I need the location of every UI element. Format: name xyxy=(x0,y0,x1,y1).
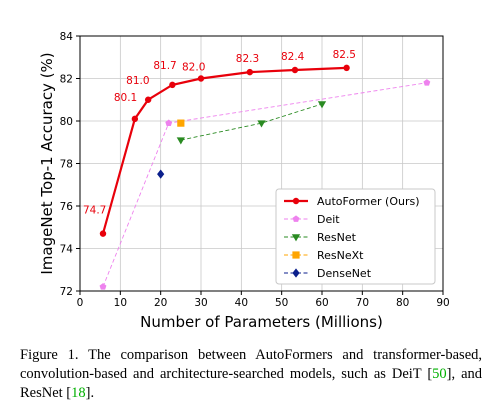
deit-point xyxy=(165,119,173,127)
legend-deit-label: Deit xyxy=(317,213,340,226)
legend-autoformer-ours-label: AutoFormer (Ours) xyxy=(317,195,420,208)
caption-text-2: ], and ResNet [ xyxy=(20,366,483,401)
data-label: 80.1 xyxy=(114,92,137,104)
legend-deit-marker xyxy=(292,215,300,222)
legend-resnet-label: ResNet xyxy=(317,231,357,244)
deit-point xyxy=(423,79,431,86)
data-label: 81.7 xyxy=(153,60,176,72)
x-tick-label: 0 xyxy=(77,297,84,309)
data-label: 82.0 xyxy=(182,62,205,74)
autoformer-ours-point xyxy=(343,64,350,72)
autoformer-ours-line xyxy=(101,66,347,234)
caption-ref-deit[interactable]: 50 xyxy=(432,366,447,382)
data-label: 74.7 xyxy=(83,205,106,217)
y-tick-label: 80 xyxy=(60,116,73,128)
y-tick-label: 78 xyxy=(60,159,73,171)
autoformer-ours-point xyxy=(246,68,254,76)
autoformer-ours-point xyxy=(99,230,107,237)
x-tick-label: 50 xyxy=(275,297,288,309)
autoformer-ours-point xyxy=(291,66,299,74)
deit-point xyxy=(99,283,107,290)
y-tick-label: 72 xyxy=(60,286,73,298)
data-label: 82.3 xyxy=(236,53,259,65)
caption-text-1: Figure 1. The comparison between AutoFor… xyxy=(20,347,482,382)
y-tick-label: 74 xyxy=(60,244,74,256)
x-tick-label: 60 xyxy=(315,297,328,309)
autoformer-ours-point xyxy=(131,115,139,123)
x-tick-label: 90 xyxy=(436,297,449,309)
legend-densenet-marker xyxy=(292,268,300,278)
series-markers xyxy=(99,64,431,290)
legend-resnet-marker xyxy=(291,234,301,242)
autoformer-ours-point xyxy=(169,81,176,89)
resnet-point xyxy=(317,101,327,109)
accuracy-vs-params-chart: 74.7 80.1 81.0 81.7 82.0 82.3 82.4 82.5 0 10 20 30… xyxy=(38,31,450,331)
x-tick-label: 70 xyxy=(356,297,369,309)
data-label: 81.0 xyxy=(126,75,149,87)
axis-ticks: 0 10 20 30 40 50 60 70 80 90 72 74 76 78 80 82 84 xyxy=(60,31,450,309)
x-axis-label: Number of Parameters (Millions) xyxy=(140,313,383,331)
legend-densenet-label: DenseNet xyxy=(317,267,372,280)
y-tick-label: 84 xyxy=(60,31,74,43)
x-tick-label: 10 xyxy=(114,297,127,309)
legend: AutoFormer (Ours) Deit ResNet ResNeXt DenseN… xyxy=(275,188,436,285)
data-label: 82.5 xyxy=(333,49,356,61)
data-label: 82.4 xyxy=(281,51,305,63)
x-tick-label: 40 xyxy=(235,297,248,309)
data-labels: 74.7 80.1 81.0 81.7 82.0 82.3 82.4 82.5 xyxy=(83,49,356,217)
legend-resnext-marker xyxy=(292,251,300,259)
caption-ref-resnet[interactable]: 18 xyxy=(71,385,86,401)
y-tick-label: 76 xyxy=(60,201,74,213)
y-tick-label: 82 xyxy=(60,74,73,86)
autoformer-ours-point xyxy=(144,96,152,103)
densenet-point xyxy=(157,169,165,179)
x-tick-label: 30 xyxy=(194,297,207,309)
resnet-line xyxy=(180,103,323,141)
resnet-point xyxy=(176,137,185,145)
x-tick-label: 20 xyxy=(154,297,167,309)
resnext-point xyxy=(177,119,185,127)
legend-box xyxy=(275,188,436,285)
autoformer-ours-point xyxy=(197,75,205,82)
legend-resnext-label: ResNeXt xyxy=(317,249,364,262)
resnet-point xyxy=(257,120,266,128)
figure-caption: Figure 1. The comparison between AutoFor… xyxy=(20,346,482,403)
caption-text-3: ]. xyxy=(85,385,95,401)
x-tick-label: 80 xyxy=(396,297,409,309)
legend-autoformer-ours-marker xyxy=(292,197,300,205)
y-axis-label: ImageNet Top-1 Accuracy (%) xyxy=(38,52,56,274)
